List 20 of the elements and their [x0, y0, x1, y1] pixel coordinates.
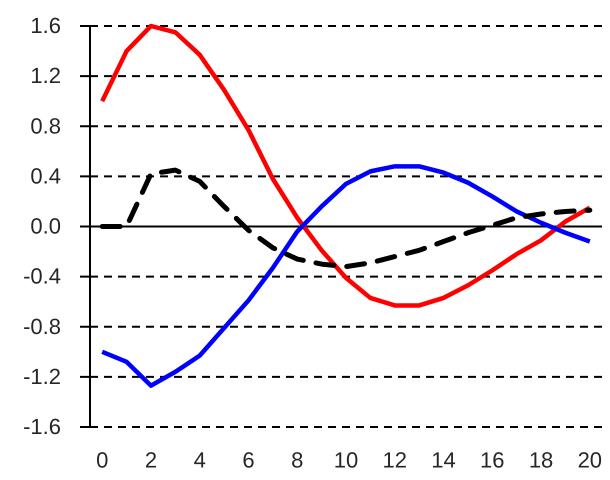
- y-tick-label: -0.4: [23, 264, 61, 289]
- x-tick-label: 18: [528, 448, 554, 473]
- x-tick-label: 2: [144, 448, 158, 473]
- x-tick-label: 14: [431, 448, 456, 473]
- x-tick-label: 0: [96, 448, 108, 473]
- x-tick-label: 16: [480, 448, 505, 473]
- x-tick-label: 20: [578, 448, 602, 473]
- y-tick-label: 0.4: [30, 163, 61, 188]
- x-tick-label: 12: [382, 448, 408, 473]
- y-tick-label: -1.6: [23, 414, 61, 440]
- y-tick-label: -0.8: [23, 314, 61, 339]
- x-tick-label: 8: [291, 448, 304, 473]
- y-tick-label: 1.6: [30, 13, 61, 38]
- y-tick-label: -1.2: [23, 364, 61, 389]
- x-tick-label: 4: [194, 448, 206, 473]
- y-tick-label: 0.8: [30, 113, 61, 138]
- y-tick-label: 0.0: [30, 214, 61, 239]
- x-tick-label: 6: [242, 448, 255, 473]
- y-tick-label: 1.2: [30, 63, 61, 88]
- x-tick-label: 10: [334, 448, 358, 473]
